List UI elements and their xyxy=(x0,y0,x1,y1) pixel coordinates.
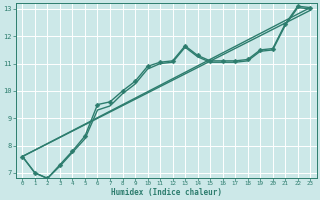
X-axis label: Humidex (Indice chaleur): Humidex (Indice chaleur) xyxy=(111,188,222,197)
